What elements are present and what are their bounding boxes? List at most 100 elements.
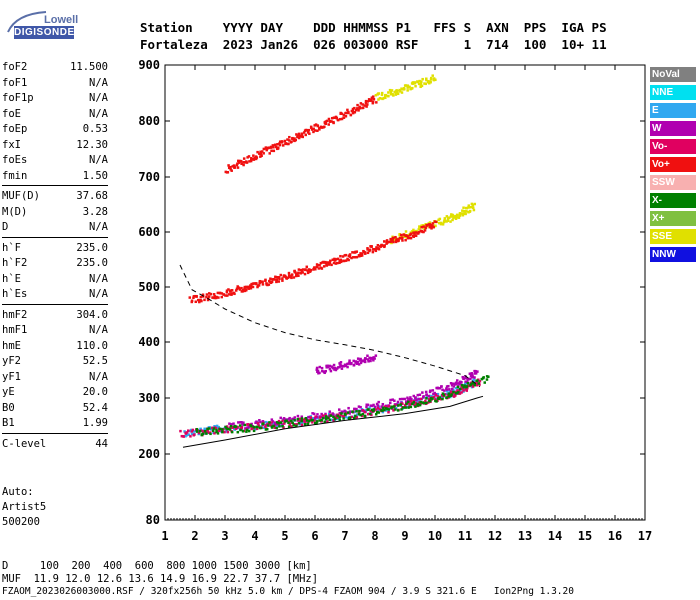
echo-point — [255, 282, 258, 286]
echo-point — [456, 382, 460, 385]
legend-item-w: W — [650, 121, 696, 136]
echo-point — [467, 377, 470, 381]
echo-point — [312, 412, 316, 416]
echo-point — [418, 403, 422, 407]
echo-point — [387, 91, 390, 94]
echo-point — [327, 412, 331, 416]
echo-point — [409, 402, 412, 406]
echo-point — [314, 415, 317, 418]
echo-point — [330, 263, 333, 267]
echo-point — [359, 254, 363, 258]
echo-point — [329, 369, 333, 373]
echo-point — [447, 384, 450, 388]
echo-point — [458, 387, 462, 391]
echo-point — [472, 208, 476, 212]
echo-point — [239, 427, 242, 430]
echo-point — [458, 382, 461, 386]
echo-point — [273, 421, 277, 424]
echo-point — [255, 156, 259, 159]
x-tick-label: 4 — [251, 529, 258, 543]
echo-point — [224, 430, 228, 433]
echo-point — [456, 385, 460, 389]
echo-point — [333, 417, 337, 421]
echo-point — [290, 419, 293, 423]
echo-point — [192, 295, 196, 298]
echo-point — [231, 425, 235, 429]
echo-point — [355, 415, 359, 419]
echo-point — [269, 277, 272, 280]
echo-point — [320, 366, 324, 370]
echo-point — [387, 240, 390, 244]
echo-point — [386, 407, 389, 411]
echo-point — [320, 418, 323, 422]
echo-point — [197, 298, 200, 302]
echo-point — [351, 251, 354, 254]
echo-point — [270, 149, 273, 153]
echo-point — [347, 406, 350, 410]
echo-point — [247, 155, 251, 158]
echo-point — [372, 409, 375, 413]
echo-point — [218, 429, 221, 433]
echo-point — [259, 420, 262, 424]
echo-point — [261, 420, 265, 423]
echo-point — [299, 421, 303, 424]
echo-point — [356, 107, 359, 111]
echo-point — [226, 430, 230, 434]
x-tick-label: 17 — [638, 529, 652, 543]
echo-point — [341, 255, 345, 258]
echo-point — [327, 263, 331, 266]
echo-point — [247, 429, 251, 433]
echo-point — [372, 359, 375, 362]
echo-point — [406, 234, 409, 238]
echo-point — [338, 416, 341, 419]
echo-point — [432, 225, 435, 229]
param-key: D — [2, 221, 9, 233]
echo-point — [267, 146, 271, 149]
echo-point — [256, 285, 259, 289]
x-tick-label: 16 — [608, 529, 622, 543]
param-value: N/A — [89, 324, 108, 336]
echo-point — [272, 422, 275, 426]
echo-point — [240, 162, 243, 165]
echo-point — [359, 405, 362, 409]
echo-point — [470, 382, 473, 386]
echo-point — [216, 291, 220, 295]
echo-point — [296, 417, 300, 421]
echo-point — [339, 254, 342, 258]
echo-point — [266, 424, 270, 427]
echo-point — [275, 278, 279, 282]
echo-point — [276, 143, 279, 146]
echo-point — [282, 417, 286, 420]
param-key: yE — [2, 386, 15, 398]
echo-point — [225, 425, 229, 428]
echo-point — [278, 425, 281, 428]
echo-point — [412, 401, 416, 404]
echo-point — [303, 272, 307, 276]
echo-point — [374, 408, 378, 411]
echo-point — [466, 381, 470, 385]
footer-distance: D 100 200 400 600 800 1000 1500 3000 [km… — [2, 560, 312, 572]
echo-point — [209, 292, 213, 296]
echo-point — [295, 133, 298, 136]
echo-point — [293, 137, 296, 140]
echo-point — [429, 76, 433, 80]
echo-point — [401, 402, 404, 405]
echo-point — [215, 430, 218, 434]
echo-point — [311, 421, 314, 424]
echo-point — [226, 427, 230, 431]
echo-point — [425, 224, 428, 227]
echo-point — [391, 398, 394, 401]
echo-point — [381, 402, 385, 406]
param-value: 0.53 — [82, 123, 108, 135]
echo-point — [233, 425, 236, 428]
echo-point — [341, 410, 344, 414]
echo-point — [294, 138, 297, 142]
echo-point — [278, 142, 281, 145]
echo-point — [363, 360, 367, 364]
echo-point — [357, 363, 361, 366]
echo-point — [434, 220, 438, 224]
echo-point — [413, 403, 416, 407]
param-row: B0 52.4 — [2, 401, 108, 415]
echo-point — [311, 418, 314, 422]
echo-point — [335, 116, 339, 120]
